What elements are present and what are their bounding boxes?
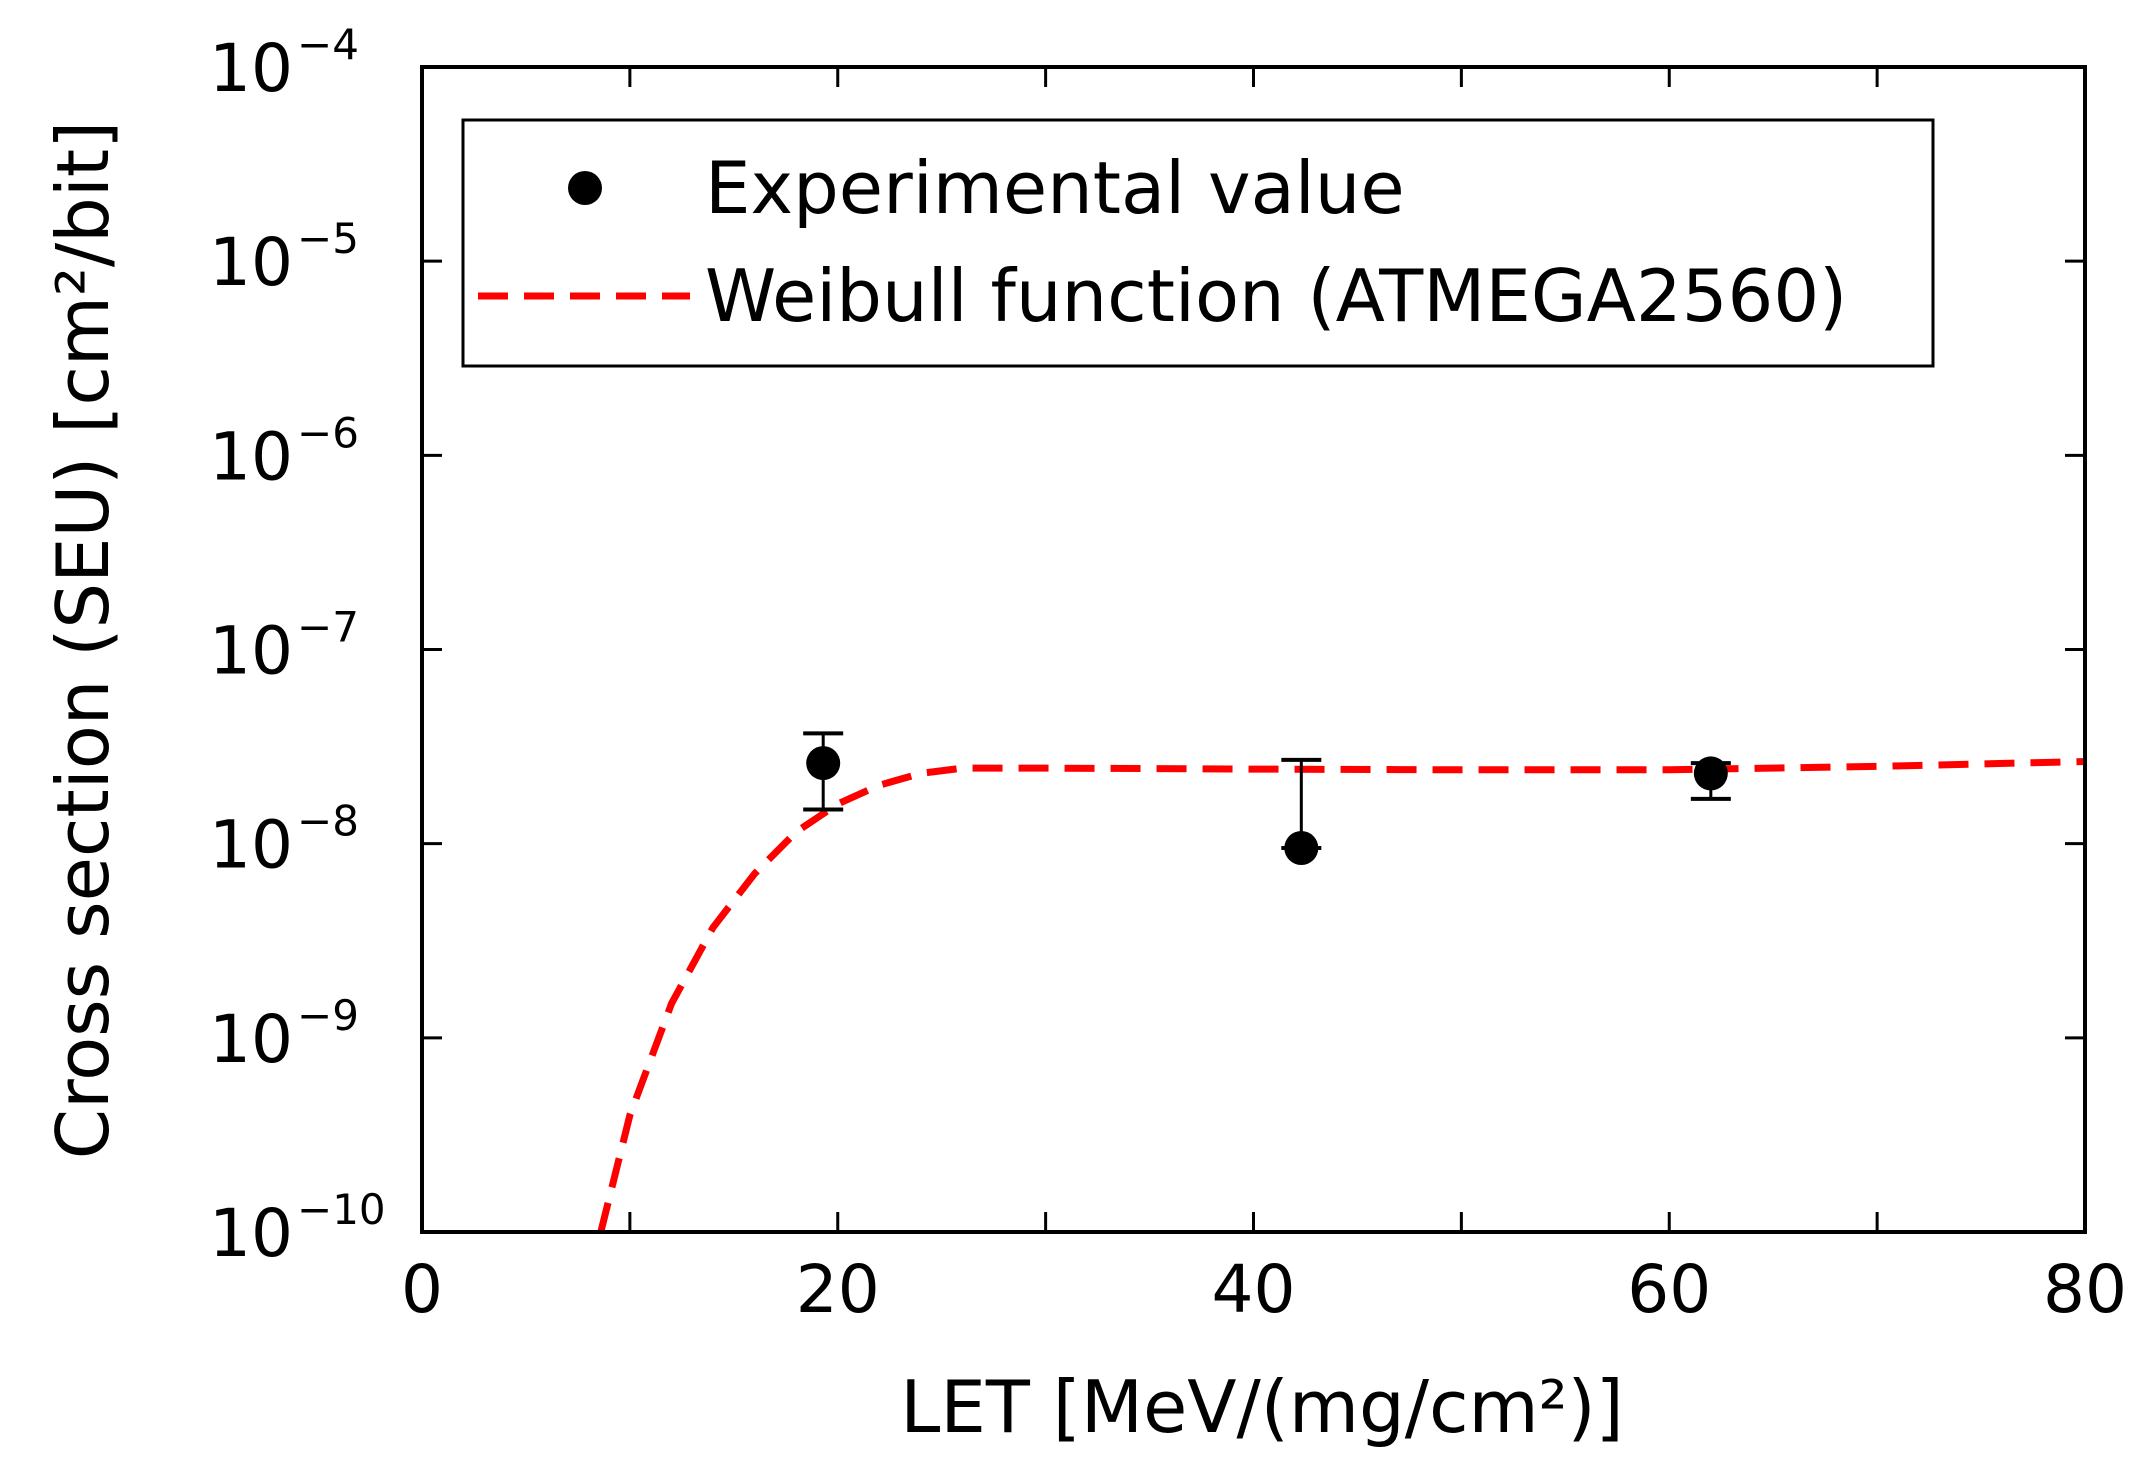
y-tick-label-exponent: −4 — [297, 20, 359, 69]
y-axis-title: Cross section (SEU) [cm²/bit] — [41, 121, 125, 1159]
data-point — [803, 731, 844, 812]
y-tick-label: 10 −7 — [209, 603, 359, 690]
y-tick-label-base: 10 — [209, 224, 293, 301]
legend-box — [461, 118, 1935, 368]
y-tick-label: 10 −8 — [209, 797, 359, 884]
plot-frame — [420, 65, 2087, 1234]
data-marker — [1284, 830, 1319, 865]
legend-label-experimental: Experimental value — [705, 146, 1405, 230]
x-axis-title: LET [MeV/(mg/cm²)] — [900, 1365, 1623, 1449]
y-tick-label-base: 10 — [209, 418, 293, 495]
y-tick-label-base: 10 — [209, 1001, 293, 1078]
y-tick-label-exponent: −9 — [297, 991, 359, 1040]
x-tick-label: 20 — [796, 1251, 880, 1328]
y-tick-label-exponent: −5 — [297, 214, 359, 263]
weibull-curve-layer — [597, 758, 2086, 1233]
y-tick-label: 10 −4 — [209, 20, 359, 107]
x-tick-label: 0 — [401, 1251, 443, 1328]
y-tick-label-exponent: −10 — [297, 1185, 386, 1234]
weibull-curve — [597, 758, 2086, 1233]
x-tick-labels: 0 20 40 60 80 — [401, 1251, 2127, 1328]
y-tick-label-base: 10 — [209, 613, 293, 690]
data-point — [1690, 756, 1731, 801]
y-tick-label-exponent: −8 — [297, 797, 359, 846]
x-tick-label: 40 — [1212, 1251, 1296, 1328]
y-tick-label: 10 −5 — [209, 214, 359, 301]
legend-label-weibull: Weibull function (ATMEGA2560) — [705, 254, 1847, 338]
legend: Experimental value Weibull function (ATM… — [461, 118, 1935, 368]
experimental-points-layer — [803, 731, 1731, 865]
data-point — [1281, 757, 1322, 865]
y-tick-label: 10 −9 — [209, 991, 359, 1078]
legend-marker-experimental — [568, 171, 602, 205]
y-tick-label-base: 10 — [209, 807, 293, 884]
y-tick-label-base: 10 — [209, 30, 293, 107]
x-tick-label: 60 — [1627, 1251, 1711, 1328]
data-marker — [1693, 756, 1728, 791]
y-tick-label: 10 −6 — [209, 408, 359, 495]
x-tick-label: 80 — [2043, 1251, 2127, 1328]
y-tick-label: 10 −10 — [209, 1185, 386, 1272]
y-tick-label-base: 10 — [209, 1195, 293, 1272]
y-tick-label-exponent: −7 — [297, 603, 359, 652]
y-tick-label-exponent: −6 — [297, 408, 359, 457]
data-marker — [806, 746, 841, 781]
